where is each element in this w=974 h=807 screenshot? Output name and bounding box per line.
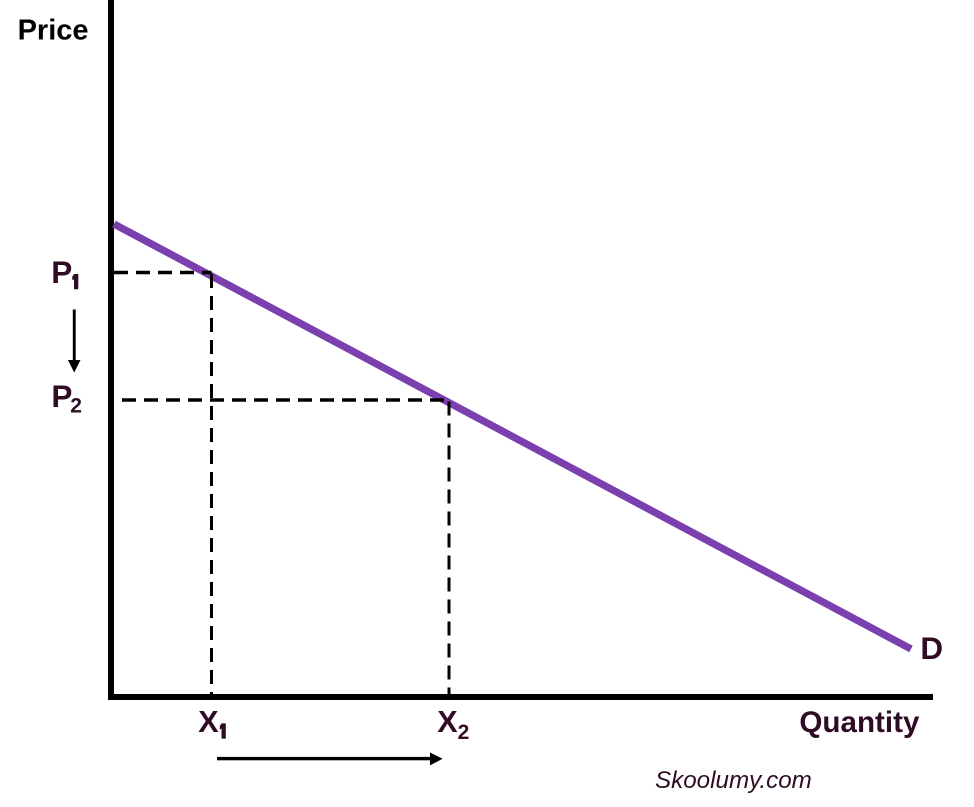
svg-text:Quantity: Quantity (799, 706, 920, 739)
svg-text:Skoolumy.com: Skoolumy.com (655, 767, 812, 794)
svg-text:X: X (198, 705, 219, 739)
svg-text:Price: Price (18, 14, 89, 46)
svg-text:D: D (920, 630, 943, 666)
svg-text:P: P (51, 254, 72, 290)
